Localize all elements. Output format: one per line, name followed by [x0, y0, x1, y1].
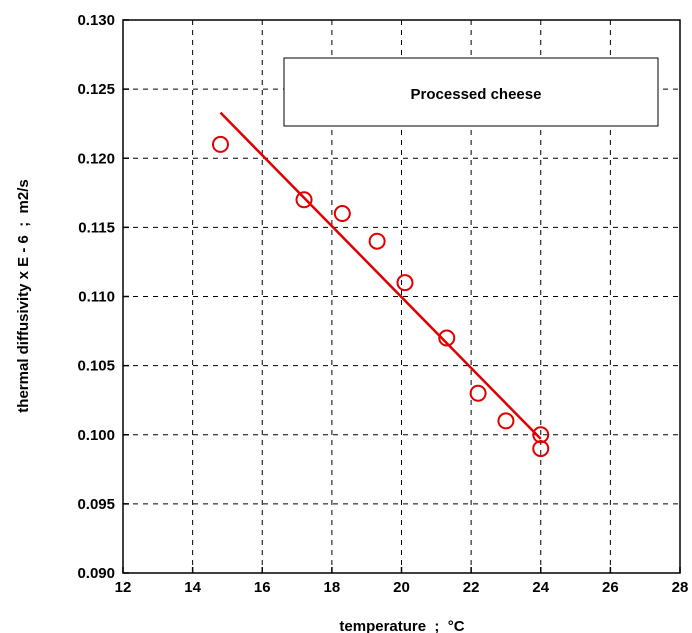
- x-tick-label: 16: [254, 579, 271, 596]
- legend-box: [283, 57, 659, 127]
- x-tick-label: 12: [115, 579, 132, 596]
- y-tick-label: 0.105: [77, 358, 115, 375]
- y-tick-labels: 0.090 0.095 0.100 0.105 0.110 0.115 0.120 0.125…: [77, 12, 115, 582]
- data-point: [532, 426, 550, 444]
- data-point: [368, 232, 386, 250]
- y-tick-label: 0.130: [77, 12, 115, 29]
- legend-entry-processed-cheese: Processed cheese: [411, 86, 542, 103]
- x-tick-label: 14: [184, 579, 201, 596]
- x-axis-title: temperature ; °C: [339, 618, 464, 633]
- fit-line: [219, 111, 542, 440]
- x-tick-label: 28: [672, 579, 689, 596]
- x-tick-labels: 12 14 16 18 20 22 24 26 28: [115, 579, 689, 596]
- y-tick-label: 0.100: [77, 427, 115, 444]
- x-tick-label: 20: [393, 579, 410, 596]
- y-tick-label: 0.110: [78, 289, 115, 306]
- y-tick-label: 0.115: [78, 219, 115, 236]
- y-tick-label: 0.120: [77, 150, 115, 167]
- data-points: [211, 135, 550, 458]
- y-axis-title: thermal diffusivity x E - 6 ; m2/s: [15, 179, 32, 412]
- data-point: [333, 205, 351, 223]
- data-point: [497, 412, 515, 430]
- data-point: [211, 135, 229, 153]
- legend: Processed cheese: [283, 57, 659, 127]
- data-point: [469, 384, 487, 402]
- x-tick-label: 22: [463, 579, 480, 596]
- y-tick-label: 0.125: [77, 81, 115, 98]
- x-tick-label: 18: [324, 579, 341, 596]
- y-tick-label: 0.090: [77, 565, 115, 582]
- axis-ticks: [122, 19, 681, 574]
- data-point: [396, 274, 414, 292]
- x-tick-label: 26: [602, 579, 619, 596]
- x-tick-label: 24: [532, 579, 549, 596]
- data-point: [438, 329, 456, 347]
- data-point: [532, 440, 550, 458]
- fit-line-group: [219, 111, 542, 440]
- data-point: [295, 191, 313, 209]
- y-tick-label: 0.095: [77, 496, 115, 513]
